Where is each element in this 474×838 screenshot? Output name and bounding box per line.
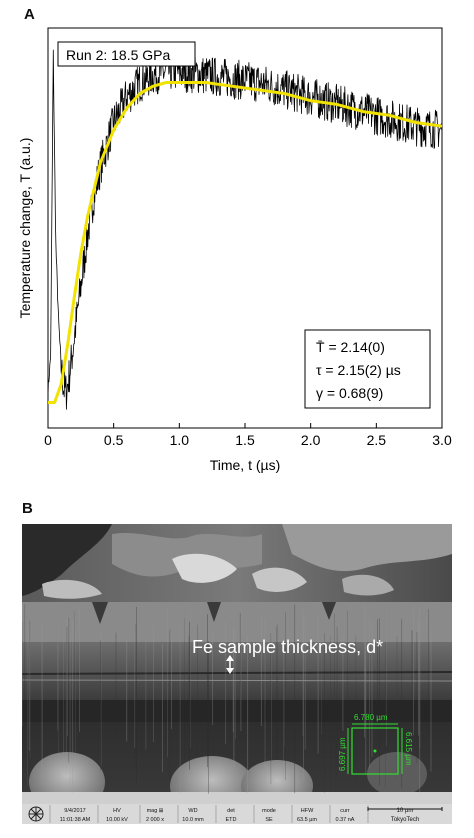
info-cell-header: WD bbox=[188, 808, 197, 814]
info-cell-value: 0.37 nA bbox=[336, 817, 355, 823]
x-tick-label: 2.5 bbox=[367, 432, 387, 448]
info-cell-header: 9/4/2017 bbox=[64, 808, 85, 814]
info-cell-header: HV bbox=[113, 808, 121, 814]
x-tick-label: 0 bbox=[44, 432, 52, 448]
x-tick-label: 1.0 bbox=[170, 432, 190, 448]
info-cell-value: 10.00 kV bbox=[106, 817, 128, 823]
x-tick-label: 3.0 bbox=[432, 432, 452, 448]
x-axis-ticks: 0 0.5 1.0 1.5 2.0 2.5 3.0 bbox=[44, 423, 452, 448]
chart-title: Run 2: 18.5 GPa bbox=[66, 47, 171, 63]
fit-curve bbox=[48, 81, 443, 404]
measure-height-left-label: 6.697 µm bbox=[338, 737, 347, 771]
parameter-tau: τ = 2.15(2) µs bbox=[316, 362, 401, 378]
info-cell-value: SE bbox=[265, 817, 273, 823]
x-axis-label: Time, t (µs) bbox=[210, 457, 281, 473]
sem-dark-band bbox=[22, 700, 452, 722]
sem-info-cells: 9/4/2017 11:01:38 AM HV 10.00 kV mag ⊞ 2 000 … bbox=[60, 805, 369, 823]
info-cell-header: det bbox=[227, 808, 235, 814]
sem-thickness-annotation: Fe sample thickness, d* bbox=[192, 637, 383, 657]
series-layer bbox=[47, 49, 443, 410]
parameter-mean-temperature: T̄ = 2.14(0) bbox=[316, 339, 385, 355]
temperature-chart: 0 0.5 1.0 1.5 2.0 2.5 3.0 Run 2: 18.5 GPa T̄ =… bbox=[17, 27, 452, 473]
x-tick-label: 2.0 bbox=[301, 432, 321, 448]
info-cell-value: 11:01:38 AM bbox=[60, 817, 91, 823]
panel-a-label: A bbox=[24, 6, 35, 23]
sem-scale-bar: 10 µm TokyoTech bbox=[367, 807, 443, 823]
sem-bottom-region bbox=[22, 722, 452, 816]
sem-scan-streaks bbox=[22, 604, 432, 794]
info-cell-value: 2 000 x bbox=[146, 817, 164, 823]
x-tick-label: 1.5 bbox=[235, 432, 255, 448]
info-cell-header: mode bbox=[262, 808, 276, 814]
measure-width-label: 6.780 µm bbox=[354, 713, 388, 722]
thickness-arrow bbox=[226, 655, 234, 674]
fit-parameter-box bbox=[304, 329, 431, 409]
sem-micrograph: Fe sample thickness, d* 6.780 µm 6.697 µ… bbox=[22, 524, 452, 824]
info-cell-header: HFW bbox=[301, 808, 314, 814]
sem-upper-layer bbox=[22, 602, 452, 642]
parameter-gamma: γ = 0.68(9) bbox=[316, 385, 383, 401]
x-tick-label: 0.5 bbox=[104, 432, 124, 448]
info-cell-header: curr bbox=[340, 808, 350, 814]
title-box bbox=[57, 41, 196, 67]
info-cell-value: 63.5 µm bbox=[297, 817, 317, 823]
info-cell-value: ETD bbox=[226, 817, 237, 823]
measure-height-right-label: 6.615 µm bbox=[404, 732, 413, 766]
sem-info-bar: 9/4/2017 11:01:38 AM HV 10.00 kV mag ⊞ 2 000 … bbox=[22, 804, 452, 824]
sem-measurement-box: 6.780 µm 6.697 µm 6.615 µm bbox=[338, 713, 413, 775]
sem-top-region bbox=[22, 524, 452, 602]
institution-label: TokyoTech bbox=[391, 817, 419, 823]
info-cell-header: mag ⊞ bbox=[147, 808, 164, 814]
y-axis-label: Temperature change, T (a.u.) bbox=[17, 138, 33, 319]
sem-fe-sample-layer bbox=[22, 642, 452, 700]
panel-b-label: B bbox=[22, 500, 33, 517]
scale-bar-label: 10 µm bbox=[397, 808, 414, 814]
info-cell-value: 10.0 mm bbox=[182, 817, 204, 823]
sem-logo-icon bbox=[28, 806, 44, 822]
